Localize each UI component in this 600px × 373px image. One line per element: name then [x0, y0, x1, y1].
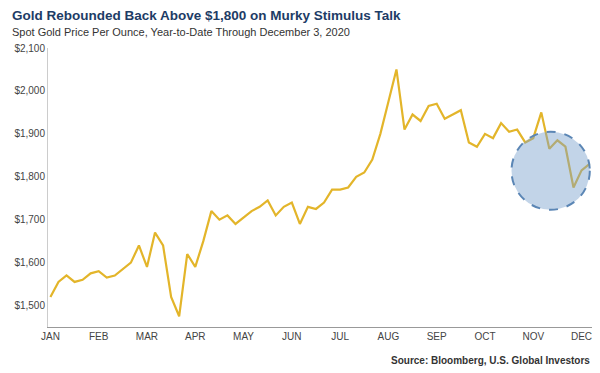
svg-text:$1,900: $1,900 [14, 128, 45, 139]
svg-text:Spot Gold Price Per Ounce, Yea: Spot Gold Price Per Ounce, Year-to-Date … [12, 26, 350, 38]
svg-text:$1,800: $1,800 [14, 171, 45, 182]
svg-text:SEP: SEP [427, 331, 447, 342]
svg-text:MAR: MAR [136, 331, 158, 342]
svg-text:OCT: OCT [474, 331, 495, 342]
svg-text:Source: Bloomberg, U.S. Global: Source: Bloomberg, U.S. Global Investors [391, 355, 590, 366]
svg-text:NOV: NOV [522, 331, 544, 342]
svg-text:$2,100: $2,100 [14, 43, 45, 54]
svg-text:MAY: MAY [233, 331, 254, 342]
svg-text:DEC: DEC [571, 331, 592, 342]
svg-text:JUL: JUL [331, 331, 349, 342]
svg-text:Gold Rebounded Back Above $1,8: Gold Rebounded Back Above $1,800 on Murk… [12, 8, 401, 23]
svg-text:FEB: FEB [89, 331, 109, 342]
svg-text:APR: APR [185, 331, 206, 342]
svg-text:$1,600: $1,600 [14, 257, 45, 268]
svg-text:JAN: JAN [41, 331, 60, 342]
svg-text:$1,700: $1,700 [14, 214, 45, 225]
svg-text:AUG: AUG [378, 331, 400, 342]
svg-text:$1,500: $1,500 [14, 300, 45, 311]
svg-text:$2,000: $2,000 [14, 85, 45, 96]
svg-text:JUN: JUN [282, 331, 301, 342]
